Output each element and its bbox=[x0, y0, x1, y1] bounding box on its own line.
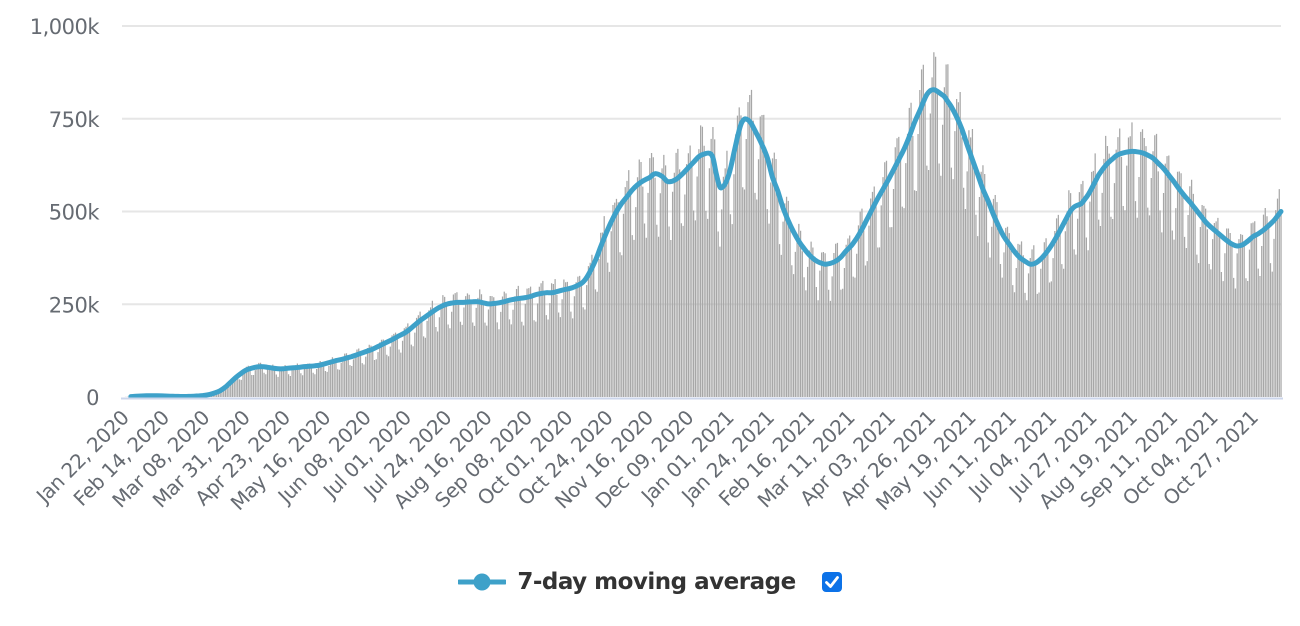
y-axis-labels: 0 250k 500k 750k 1,000k bbox=[30, 15, 101, 410]
moving-average-line[interactable] bbox=[128, 87, 1284, 400]
y-tick-label: 1,000k bbox=[30, 15, 101, 39]
y-tick-label: 0 bbox=[86, 386, 99, 410]
legend-label: 7-day moving average bbox=[517, 569, 796, 595]
y-tick-label: 250k bbox=[49, 293, 101, 317]
legend-item-moving-average[interactable]: 7-day moving average bbox=[458, 569, 796, 595]
y-tick-label: 750k bbox=[49, 108, 101, 132]
legend-checkbox[interactable] bbox=[821, 572, 842, 592]
y-tick-label: 500k bbox=[49, 201, 101, 225]
line-marker-icon bbox=[458, 573, 507, 591]
check-icon bbox=[821, 572, 842, 592]
legend: 7-day moving average bbox=[0, 569, 1300, 595]
daily-bar[interactable] bbox=[124, 52, 1282, 397]
daily-bars-series[interactable] bbox=[124, 52, 1282, 397]
